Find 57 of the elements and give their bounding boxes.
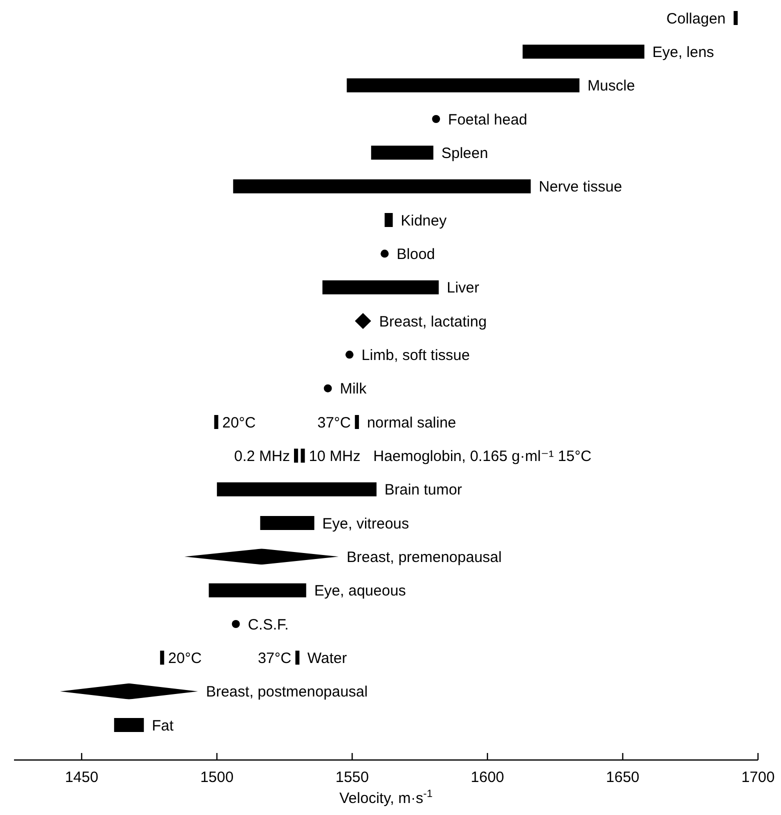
x-tick-label: 1500 — [200, 769, 234, 786]
bar — [371, 146, 434, 160]
y-tick-label: normal saline — [366, 414, 456, 432]
bar — [214, 415, 218, 429]
y-tick-label: Collagen — [666, 10, 726, 28]
bar — [295, 650, 300, 665]
y-tick-label: Foetal head — [448, 111, 528, 128]
point — [432, 115, 440, 123]
x-tick-label: 1550 — [335, 769, 369, 786]
bar — [216, 482, 377, 496]
bar — [208, 583, 306, 598]
point — [232, 620, 240, 628]
y-tick-label: Brain tumor — [384, 482, 462, 499]
point — [345, 350, 354, 359]
x-tick-label: 1450 — [64, 769, 98, 786]
y-tick-label: Eye, vitreous — [322, 515, 410, 532]
y-tick-label: Limb, soft tissue — [361, 346, 470, 364]
y-tick-label: Spleen — [441, 144, 488, 162]
y-tick-label: C.S.F. — [248, 616, 289, 634]
y-tick-label: Breast, premenopausal — [346, 548, 502, 566]
y-tick-label: Fat — [152, 717, 174, 734]
point — [324, 384, 332, 392]
bar — [114, 718, 144, 732]
y-tick-label: Milk — [340, 380, 367, 398]
y-tick-label: Haemoglobin, 0.165 g·ml⁻¹ 15°C — [373, 448, 592, 465]
x-tick-label: 1650 — [606, 769, 640, 786]
x-tick-label: 1700 — [741, 769, 775, 786]
bar — [734, 11, 738, 25]
point — [380, 250, 389, 258]
y-tick-label: Kidney — [400, 212, 448, 230]
bar — [346, 78, 580, 92]
bar — [384, 213, 393, 227]
y-tick-label: Nerve tissue — [538, 178, 622, 196]
bar — [294, 448, 298, 463]
y-tick-label: Blood — [396, 246, 436, 263]
annotation: 37°C — [258, 650, 292, 667]
bar — [322, 280, 439, 294]
y-tick-label: Liver — [446, 280, 480, 297]
annotation: 10 MHz — [308, 448, 361, 465]
x-tick-label: 1600 — [470, 769, 504, 786]
annotation: 37°C — [317, 414, 352, 432]
y-tick-label: Muscle — [587, 78, 635, 95]
bar — [354, 415, 359, 429]
bar — [233, 179, 531, 194]
bar — [522, 44, 644, 59]
annotation: 20°C — [168, 650, 202, 667]
x-axis-title: Velocity, m·s$^{-1}$ — [339, 788, 433, 807]
bar — [300, 448, 305, 463]
y-tick-label: Breast, lactating — [379, 313, 487, 330]
y-tick-label: Breast, postmenopausal — [206, 684, 368, 701]
annotation: 0.2 MHz — [234, 448, 290, 465]
y-tick-label: Water — [307, 650, 347, 667]
bar — [260, 516, 314, 530]
y-tick-label: Eye, lens — [652, 44, 714, 61]
annotation: 20°C — [222, 414, 256, 432]
bar — [160, 650, 164, 665]
y-tick-label: Eye, aqueous — [314, 582, 406, 600]
